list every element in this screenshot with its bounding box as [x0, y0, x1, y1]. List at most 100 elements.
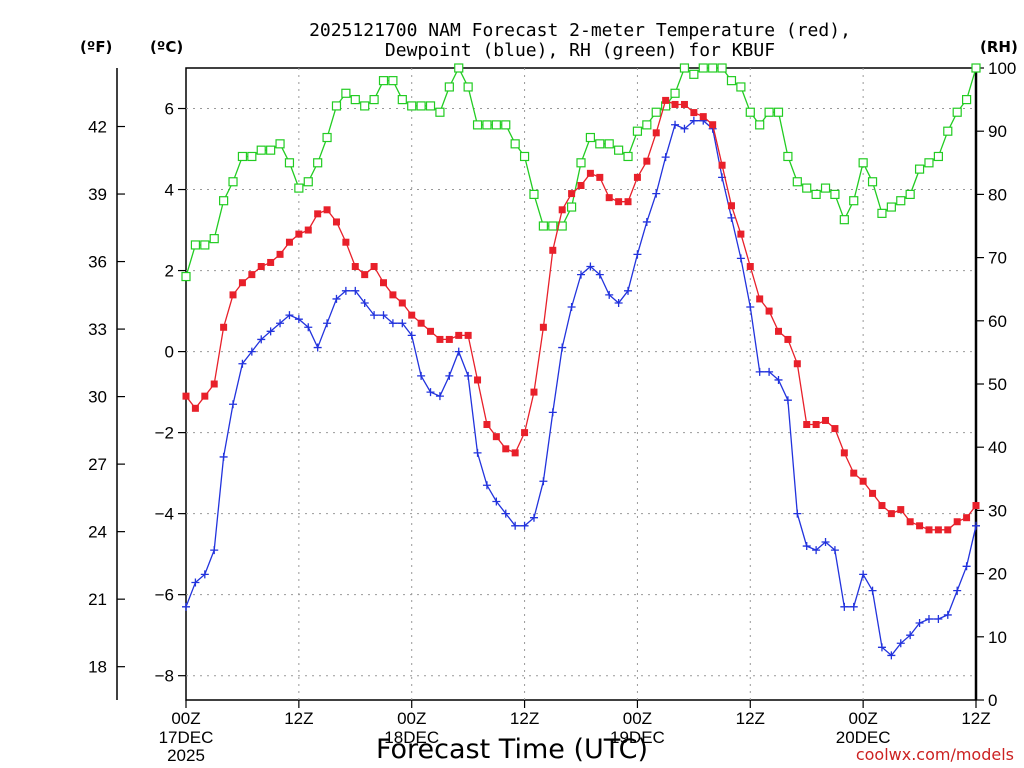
time-tick-label: 00Z	[397, 709, 426, 728]
series-blue	[182, 116, 980, 660]
temperature-point	[182, 392, 190, 400]
dewpoint-point	[548, 408, 557, 417]
dewpoint-point	[783, 396, 792, 405]
dewpoint-point	[257, 335, 266, 344]
temperature-point	[878, 502, 886, 510]
dewpoint-point	[774, 375, 783, 384]
rh-point	[689, 69, 699, 79]
temperature-point	[455, 331, 463, 339]
date-label: 20DEC	[836, 728, 891, 747]
temperature-point	[756, 295, 764, 303]
celsius-tick-label: −4	[155, 505, 174, 524]
temperature-point	[699, 113, 707, 121]
dewpoint-point	[304, 323, 313, 332]
celsius-tick-label: −8	[155, 667, 174, 686]
credit-text: coolwx.com/models	[856, 745, 1014, 764]
temperature-point	[530, 388, 538, 396]
dewpoint-point	[351, 286, 360, 295]
celsius-tick-label: 2	[165, 262, 174, 281]
rh-point	[924, 158, 934, 168]
dewpoint-point	[464, 371, 473, 380]
fahrenheit-tick-label: 36	[88, 253, 107, 272]
dewpoint-point	[323, 319, 332, 328]
temperature-point	[605, 194, 613, 202]
rh-point	[830, 189, 840, 199]
dewpoint-point	[370, 311, 379, 320]
time-tick-label: 12Z	[284, 709, 313, 728]
dewpoint-point	[577, 270, 585, 279]
temperature-point	[238, 279, 246, 287]
rh-point	[519, 151, 530, 162]
rh-point	[811, 189, 821, 199]
dewpoint-point	[896, 639, 905, 648]
temperature-point	[342, 238, 350, 246]
rh-tick-label: 90	[988, 122, 1007, 141]
temperature-point	[934, 526, 942, 534]
rh-tick-label: 80	[988, 185, 1007, 204]
temperature-point	[511, 449, 519, 457]
rh-point	[407, 101, 417, 111]
series-red	[182, 96, 980, 534]
rh-point	[839, 215, 849, 225]
rh-point	[529, 189, 539, 199]
temperature-point	[727, 202, 735, 210]
celsius-tick-label: 4	[165, 181, 174, 200]
fahrenheit-tick-label: 27	[88, 455, 107, 474]
temperature-point	[840, 449, 848, 457]
temperature-point	[229, 291, 237, 299]
grid-lines	[186, 68, 976, 700]
temperature-point	[577, 181, 585, 189]
year-label: 2025	[167, 746, 205, 765]
temperature-point	[285, 238, 293, 246]
temperature-point	[897, 506, 905, 514]
dewpoint-point	[680, 124, 689, 133]
date-label: 19DEC	[610, 728, 665, 747]
temperature-point	[793, 360, 801, 368]
dewpoint-point	[379, 311, 388, 320]
dewpoint-point	[529, 513, 538, 522]
rh-point	[632, 126, 643, 136]
rh-point	[360, 101, 370, 111]
temperature-point	[568, 190, 576, 198]
chart-title-line1: 2025121700 NAM Forecast 2-meter Temperat…	[309, 20, 851, 41]
fahrenheit-tick-label: 30	[88, 388, 107, 407]
dewpoint-point	[830, 546, 839, 555]
temperature-point	[370, 263, 378, 271]
rh-point	[200, 240, 210, 250]
dewpoint-point	[445, 371, 454, 380]
rh-point	[331, 101, 342, 111]
dewpoint-point	[539, 477, 548, 486]
temperature-point	[916, 522, 924, 530]
temperature-point	[332, 218, 340, 226]
rh-point	[501, 120, 511, 130]
dewpoint-point	[962, 562, 971, 571]
rh-tick-label: 70	[988, 249, 1007, 268]
temperature-point	[398, 299, 406, 307]
rh-tick-label: 10	[988, 628, 1007, 647]
dewpoint-point	[182, 602, 190, 611]
rh-point	[190, 240, 201, 250]
temperature-point	[502, 445, 510, 453]
rh-point	[425, 101, 436, 111]
rh-point	[416, 101, 426, 111]
temperature-point	[220, 323, 228, 331]
dewpoint-point	[332, 294, 341, 303]
fahrenheit-tick-label: 39	[88, 185, 107, 204]
rh-point	[228, 177, 238, 187]
celsius-tick-label: 0	[165, 343, 174, 362]
temperature-point	[549, 246, 557, 254]
date-label: 18DEC	[384, 728, 439, 747]
temperature-point	[963, 514, 971, 522]
celsius-tick-label: −2	[155, 424, 174, 443]
rh-point	[548, 221, 558, 231]
fahrenheit-axis: 18 21 24 27 30 33 36 39 42	[88, 118, 125, 677]
rh-point	[303, 177, 313, 187]
dewpoint-point	[915, 619, 924, 628]
rh-point	[877, 208, 887, 218]
temperature-point	[633, 173, 641, 181]
dewpoint-point	[924, 614, 933, 623]
dewpoint-point	[200, 570, 209, 579]
temperature-point	[831, 425, 839, 433]
dewpoint-point	[191, 578, 200, 587]
